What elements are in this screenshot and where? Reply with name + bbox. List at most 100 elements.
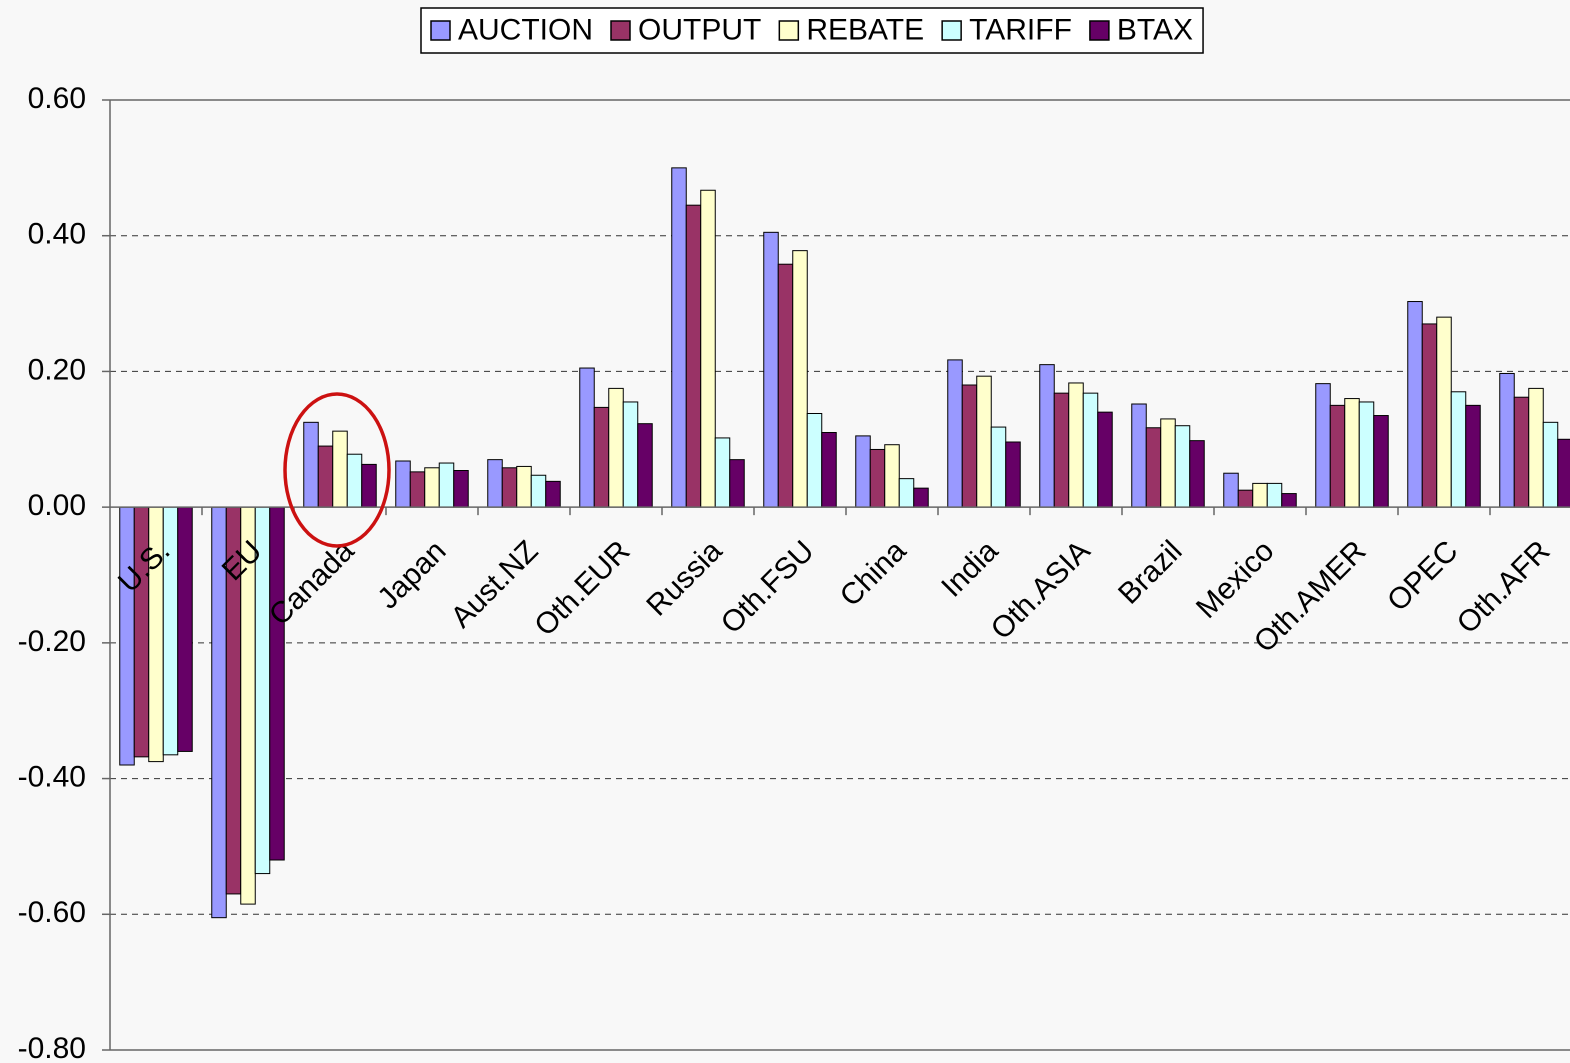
- bar: [1005, 441, 1021, 508]
- bar: [777, 263, 794, 508]
- bar: [1344, 398, 1360, 508]
- bar: [806, 413, 823, 508]
- bar: [976, 375, 992, 508]
- x-tick-label: Oth.AFR: [1451, 534, 1557, 640]
- bar: [1237, 489, 1254, 508]
- bar: [1082, 392, 1099, 508]
- bar: [637, 423, 653, 508]
- bar: [869, 448, 886, 508]
- legend: AUCTION OUTPUT REBATE TARIFF BTAX: [420, 7, 1204, 54]
- bar: [303, 421, 319, 508]
- bar: [855, 435, 871, 508]
- bar: [579, 367, 595, 508]
- bar: [1160, 418, 1176, 508]
- bar: [1189, 440, 1205, 508]
- legend-label: OUTPUT: [638, 13, 761, 46]
- x-tick-label: Russia: [640, 534, 728, 622]
- bar: [821, 432, 837, 508]
- x-tick-label: Japan: [371, 534, 452, 615]
- bar: [438, 462, 455, 508]
- bar: [119, 506, 135, 766]
- bar: [1358, 401, 1375, 508]
- legend-label: AUCTION: [458, 13, 593, 46]
- bar: [1557, 438, 1570, 508]
- bar: [1252, 482, 1268, 508]
- y-tick-label: -0.20: [18, 625, 86, 658]
- bar: [714, 437, 731, 508]
- bar: [913, 487, 929, 508]
- bar: [1097, 411, 1113, 508]
- bar: [1436, 316, 1452, 508]
- legend-swatch: [610, 20, 631, 41]
- bar: [1068, 382, 1084, 508]
- legend-label: BTAX: [1117, 13, 1193, 46]
- bar: [332, 430, 348, 508]
- bar: [1329, 404, 1346, 508]
- bar: [516, 465, 532, 508]
- x-tick-label: India: [935, 534, 1005, 604]
- y-tick-label: -0.80: [18, 1032, 86, 1063]
- y-tick-label: 0.60: [28, 82, 86, 115]
- bar: [671, 167, 687, 508]
- bar: [545, 480, 561, 508]
- bar: [1315, 383, 1331, 508]
- bar: [1266, 482, 1283, 508]
- legend-box: [420, 7, 1204, 54]
- bar: [395, 460, 411, 508]
- bar: [1223, 472, 1239, 508]
- bar: [608, 387, 624, 508]
- bar: [1281, 493, 1297, 508]
- bar: [898, 478, 915, 508]
- bar: [501, 467, 518, 508]
- y-tick-label: -0.40: [18, 760, 86, 793]
- bar: [1513, 396, 1530, 508]
- x-tick-label: Mexico: [1190, 534, 1281, 625]
- bar: [1174, 425, 1191, 508]
- plot-area: -0.80-0.60-0.40-0.200.000.200.400.60U.S.…: [18, 82, 1570, 1063]
- bar: [884, 444, 900, 508]
- x-tick-label: OPEC: [1381, 534, 1464, 617]
- y-tick-label: 0.20: [28, 353, 86, 386]
- x-tick-label: China: [834, 534, 913, 613]
- bar: [763, 231, 779, 508]
- bar: [792, 250, 808, 508]
- bar: [1053, 392, 1070, 508]
- bar: [1373, 415, 1389, 508]
- bar: [1450, 391, 1467, 508]
- bar: [1542, 421, 1559, 508]
- legend-swatch: [941, 20, 962, 41]
- bar: [269, 506, 285, 861]
- bar: [1499, 372, 1515, 508]
- y-tick-label: 0.00: [28, 489, 86, 522]
- bar: [317, 445, 334, 508]
- legend-swatch: [1089, 20, 1110, 41]
- bar: [346, 453, 363, 508]
- bar: [1039, 364, 1055, 508]
- y-tick-label: 0.40: [28, 218, 86, 251]
- bar: [1465, 404, 1481, 508]
- bar: [424, 467, 440, 508]
- legend-swatch: [430, 20, 451, 41]
- legend-label: TARIFF: [969, 13, 1072, 46]
- bar: [1131, 403, 1147, 508]
- bar: [947, 359, 963, 508]
- bar: [453, 470, 469, 508]
- y-tick-label: -0.60: [18, 896, 86, 929]
- bar: [990, 426, 1007, 508]
- highlight-ellipse: [283, 392, 391, 548]
- bar: [177, 506, 193, 752]
- legend-label: REBATE: [806, 13, 924, 46]
- bar: [622, 401, 639, 508]
- bar: [593, 406, 610, 508]
- x-tick-label: Oth.EUR: [528, 534, 636, 642]
- legend-swatch: [778, 20, 800, 41]
- bar: [162, 506, 179, 756]
- bar: [530, 474, 547, 508]
- bar: [409, 471, 426, 508]
- bar: [361, 463, 377, 508]
- bar: [1145, 427, 1162, 508]
- bar: [685, 204, 702, 508]
- x-tick-label: Oth.ASIA: [985, 534, 1097, 646]
- bar: [487, 459, 503, 508]
